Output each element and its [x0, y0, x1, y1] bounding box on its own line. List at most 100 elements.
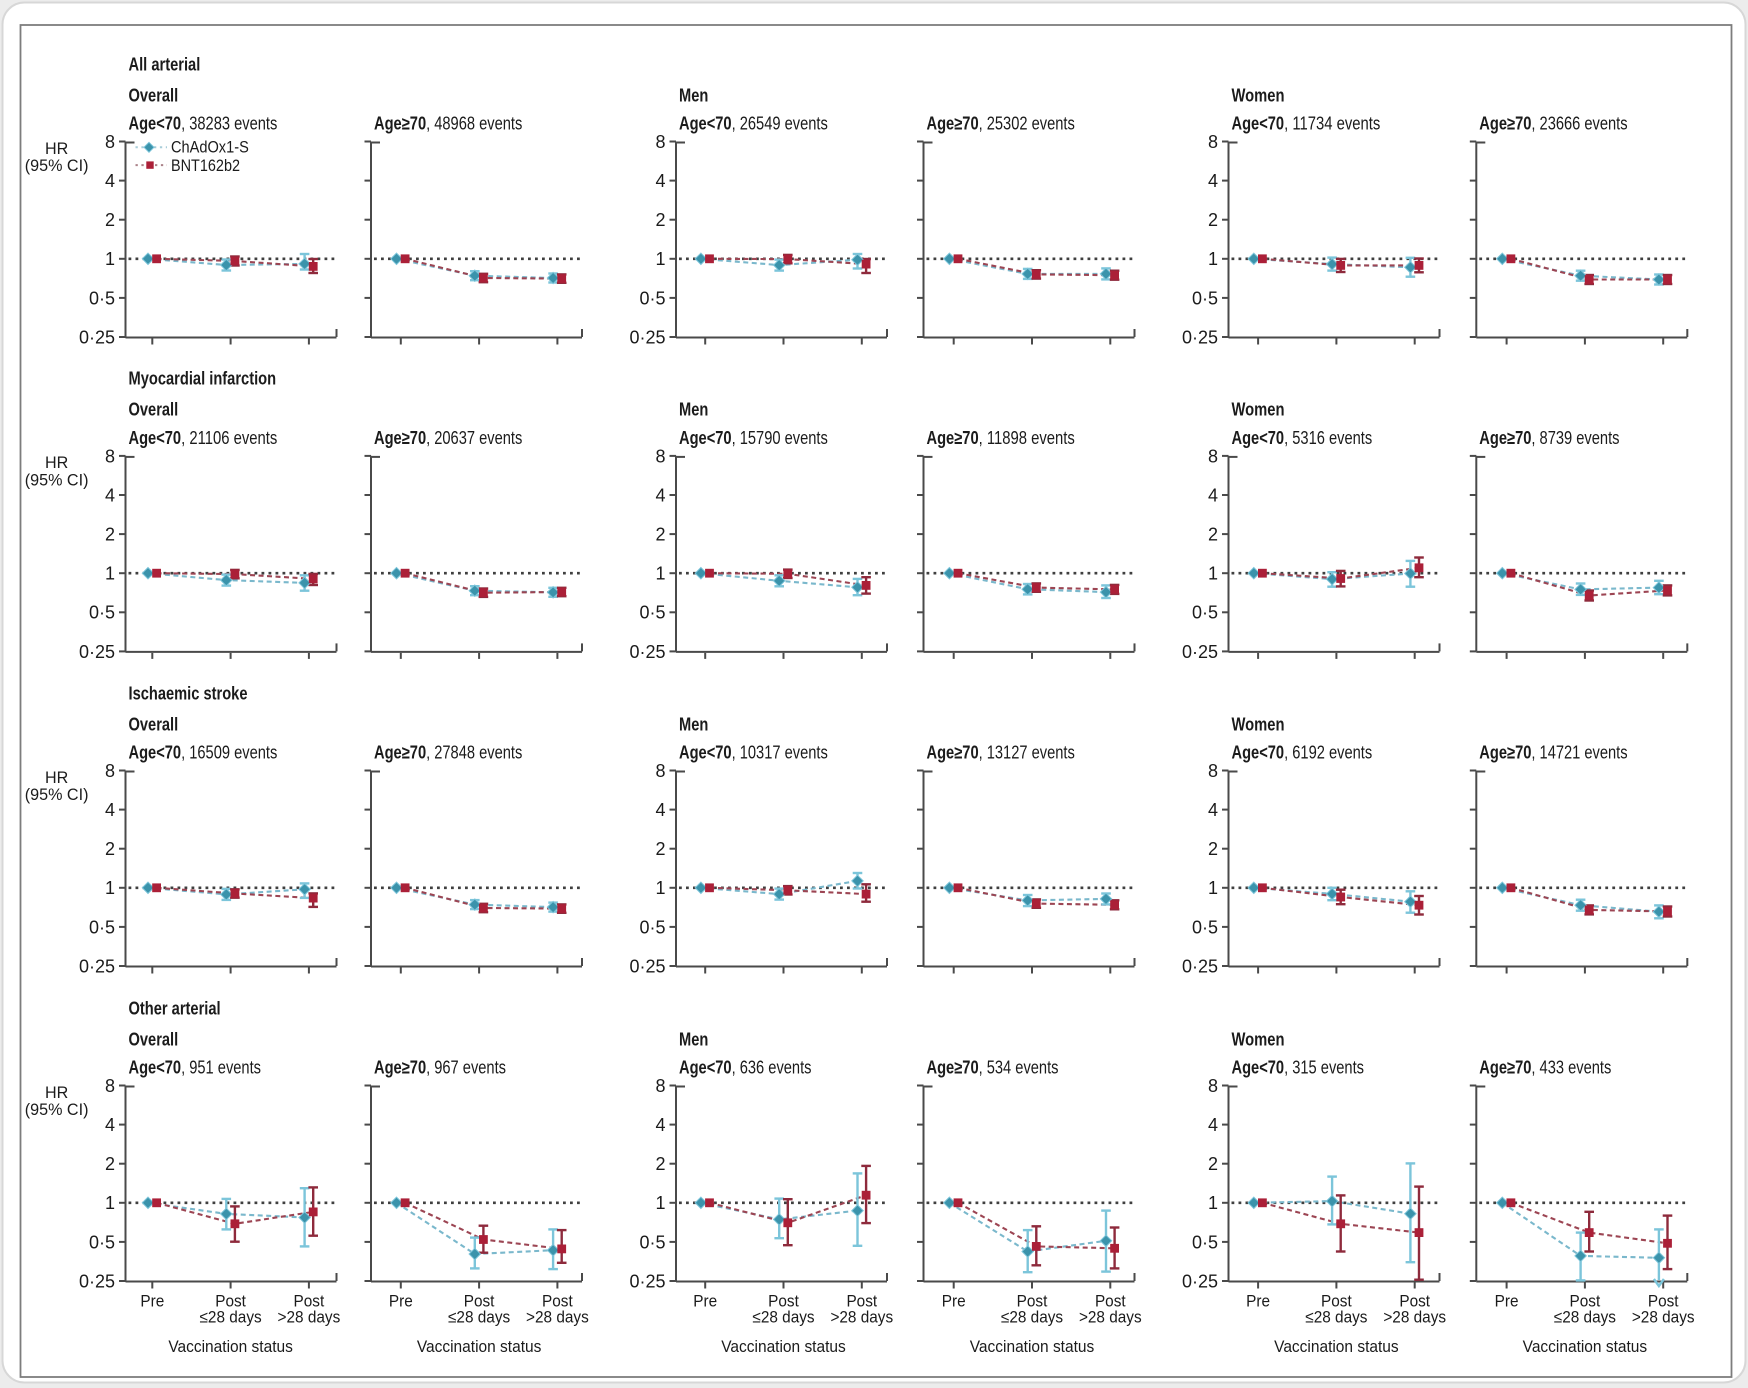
svg-text:0·5: 0·5: [89, 917, 115, 937]
svg-text:Age≥70: Age≥70: [374, 114, 426, 134]
svg-text:2: 2: [105, 839, 115, 859]
svg-text:1: 1: [655, 1193, 665, 1213]
svg-text:Vaccination status: Vaccination status: [1523, 1338, 1648, 1356]
svg-text:, 20637 events: , 20637 events: [426, 428, 522, 448]
svg-text:Age<70: Age<70: [129, 114, 182, 134]
svg-text:8: 8: [655, 761, 665, 781]
svg-text:Post: Post: [542, 1292, 573, 1310]
svg-text:0·5: 0·5: [89, 288, 115, 308]
svg-text:BNT162b2: BNT162b2: [171, 157, 240, 175]
svg-text:0·25: 0·25: [79, 642, 115, 662]
svg-text:0·5: 0·5: [1192, 603, 1218, 623]
svg-text:0·25: 0·25: [629, 1271, 665, 1291]
svg-text:, 967 events: , 967 events: [426, 1058, 506, 1078]
svg-text:≤28 days: ≤28 days: [1554, 1308, 1616, 1326]
svg-text:2: 2: [655, 210, 665, 230]
svg-text:1: 1: [105, 1193, 115, 1213]
svg-text:Post: Post: [846, 1292, 877, 1310]
svg-text:, 10317 events: , 10317 events: [732, 743, 828, 763]
svg-text:, 11898 events: , 11898 events: [979, 428, 1075, 448]
svg-text:HR: HR: [45, 139, 68, 158]
svg-text:2: 2: [105, 525, 115, 545]
svg-text:1: 1: [105, 878, 115, 898]
svg-text:2: 2: [1208, 210, 1218, 230]
svg-text:, 27848 events: , 27848 events: [426, 743, 522, 763]
svg-text:, 23666 events: , 23666 events: [1531, 114, 1627, 134]
svg-text:Women: Women: [1232, 85, 1285, 105]
svg-text:2: 2: [105, 1154, 115, 1174]
svg-text:Age<70: Age<70: [129, 1058, 182, 1078]
svg-text:Vaccination status: Vaccination status: [1274, 1338, 1399, 1356]
svg-text:, 534 events: , 534 events: [979, 1058, 1059, 1078]
svg-text:Age≥70: Age≥70: [374, 1058, 426, 1078]
svg-text:, 8739 events: , 8739 events: [1531, 428, 1619, 448]
svg-text:Post: Post: [464, 1292, 495, 1310]
svg-text:, 48968 events: , 48968 events: [426, 114, 522, 134]
svg-text:Men: Men: [679, 85, 708, 105]
svg-text:Other arterial: Other arterial: [129, 998, 221, 1018]
svg-text:>28 days: >28 days: [1383, 1308, 1446, 1326]
svg-text:Age<70: Age<70: [679, 428, 732, 448]
svg-text:Age≥70: Age≥70: [927, 1058, 979, 1078]
svg-text:Age≥70: Age≥70: [927, 114, 979, 134]
svg-text:Age<70: Age<70: [129, 428, 182, 448]
svg-text:Post: Post: [1017, 1292, 1048, 1310]
svg-text:0·5: 0·5: [639, 288, 665, 308]
svg-text:8: 8: [105, 446, 115, 466]
svg-text:0·25: 0·25: [629, 327, 665, 347]
svg-text:1: 1: [655, 564, 665, 584]
svg-text:, 38283 events: , 38283 events: [181, 114, 277, 134]
svg-text:1: 1: [655, 878, 665, 898]
svg-text:4: 4: [655, 1115, 665, 1135]
svg-text:1: 1: [1208, 564, 1218, 584]
svg-text:Age<70: Age<70: [1232, 1058, 1285, 1078]
svg-text:Women: Women: [1232, 714, 1285, 734]
svg-text:4: 4: [105, 485, 115, 505]
svg-text:Ischaemic stroke: Ischaemic stroke: [129, 683, 248, 703]
svg-text:, 13127 events: , 13127 events: [979, 743, 1075, 763]
svg-text:8: 8: [1208, 132, 1218, 152]
svg-text:0·25: 0·25: [79, 1271, 115, 1291]
svg-text:0·5: 0·5: [1192, 1232, 1218, 1252]
svg-text:Post: Post: [1570, 1292, 1601, 1310]
svg-text:0·5: 0·5: [639, 1232, 665, 1252]
svg-text:Pre: Pre: [1495, 1292, 1519, 1310]
svg-text:≤28 days: ≤28 days: [752, 1308, 814, 1326]
svg-text:>28 days: >28 days: [1079, 1308, 1142, 1326]
svg-text:Pre: Pre: [389, 1292, 413, 1310]
svg-text:, 16509 events: , 16509 events: [181, 743, 277, 763]
svg-text:Age<70: Age<70: [679, 743, 732, 763]
svg-text:2: 2: [655, 839, 665, 859]
svg-text:Post: Post: [294, 1292, 325, 1310]
svg-text:0·5: 0·5: [1192, 917, 1218, 937]
svg-text:8: 8: [1208, 761, 1218, 781]
svg-text:Vaccination status: Vaccination status: [168, 1338, 293, 1356]
svg-text:Age≥70: Age≥70: [374, 428, 426, 448]
svg-text:Overall: Overall: [129, 1029, 179, 1049]
svg-text:0·25: 0·25: [629, 956, 665, 976]
svg-text:0·5: 0·5: [89, 1232, 115, 1252]
svg-text:(95% CI): (95% CI): [25, 470, 89, 489]
svg-text:Myocardial infarction: Myocardial infarction: [129, 369, 277, 389]
svg-text:ChAdOx1-S: ChAdOx1-S: [171, 139, 249, 157]
svg-text:Age≥70: Age≥70: [927, 428, 979, 448]
svg-text:8: 8: [105, 761, 115, 781]
svg-text:0·5: 0·5: [1192, 288, 1218, 308]
svg-text:8: 8: [655, 446, 665, 466]
svg-text:8: 8: [105, 132, 115, 152]
svg-text:2: 2: [655, 525, 665, 545]
svg-text:HR: HR: [45, 1083, 68, 1102]
svg-text:0·25: 0·25: [79, 327, 115, 347]
svg-text:Post: Post: [1095, 1292, 1126, 1310]
svg-text:Pre: Pre: [693, 1292, 717, 1310]
svg-text:>28 days: >28 days: [830, 1308, 893, 1326]
svg-text:Age<70: Age<70: [129, 743, 182, 763]
svg-text:8: 8: [1208, 446, 1218, 466]
svg-text:≤28 days: ≤28 days: [200, 1308, 262, 1326]
svg-text:(95% CI): (95% CI): [25, 785, 89, 804]
svg-text:≤28 days: ≤28 days: [1305, 1308, 1367, 1326]
svg-text:0·25: 0·25: [1182, 327, 1218, 347]
svg-text:Pre: Pre: [140, 1292, 164, 1310]
svg-text:Men: Men: [679, 714, 708, 734]
svg-text:, 25302 events: , 25302 events: [979, 114, 1075, 134]
